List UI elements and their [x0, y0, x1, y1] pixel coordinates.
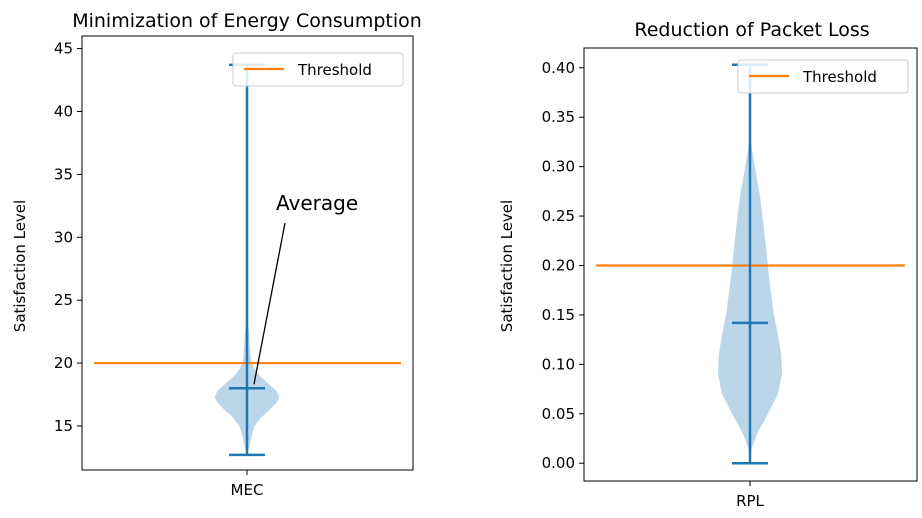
legend-threshold-label: Threshold	[802, 68, 877, 86]
legend-box	[737, 59, 909, 94]
y-tick-label: 0.35	[542, 108, 575, 126]
y-axis-label: Satisfaction Level	[11, 200, 29, 332]
axes-group: 0.00 0.05 0.10 0.15 0.20 0.25 0.30 0.35 0.40 RPL	[542, 47, 918, 510]
x-tick-label: RPL	[736, 492, 764, 510]
chart-packet-loss: Reduction of Packet Loss Satisfaction Le…	[498, 19, 918, 510]
chart-title: Reduction of Packet Loss	[634, 19, 869, 41]
annotation-arrow	[253, 222, 286, 385]
legend-box	[232, 52, 404, 87]
y-tick-label: 15	[54, 417, 73, 435]
y-axis-label: Satisfaction Level	[498, 200, 516, 332]
y-tick-label: 0.05	[542, 405, 575, 423]
chart-title: Minimization of Energy Consumption	[72, 10, 422, 32]
y-tick-label: 45	[54, 40, 73, 58]
legend: Threshold	[737, 59, 909, 94]
y-tick-label: 0.30	[542, 158, 575, 176]
annotation-text: Average	[276, 191, 358, 215]
y-tick-label: 25	[54, 291, 73, 309]
y-tick-label: 0.00	[542, 454, 575, 472]
y-tick-label: 40	[54, 102, 73, 120]
x-tick-label: MEC	[231, 481, 264, 499]
chart-energy: Minimization of Energy Consumption Satis…	[11, 10, 422, 499]
legend: Threshold	[232, 52, 404, 87]
y-tick-label: 0.10	[542, 355, 575, 373]
y-tick-label: 35	[54, 165, 73, 183]
legend-threshold-label: Threshold	[297, 61, 372, 79]
y-tick-label: 0.40	[542, 59, 575, 77]
y-tick-label: 0.15	[542, 306, 575, 324]
annotation-group: Average	[253, 191, 358, 385]
y-tick-label: 20	[54, 354, 73, 372]
y-tick-label: 0.25	[542, 207, 575, 225]
axes-group: 15 20 25 30 35 40 45 MEC	[54, 35, 414, 499]
y-tick-label: 0.20	[542, 256, 575, 274]
y-tick-label: 30	[54, 228, 73, 246]
